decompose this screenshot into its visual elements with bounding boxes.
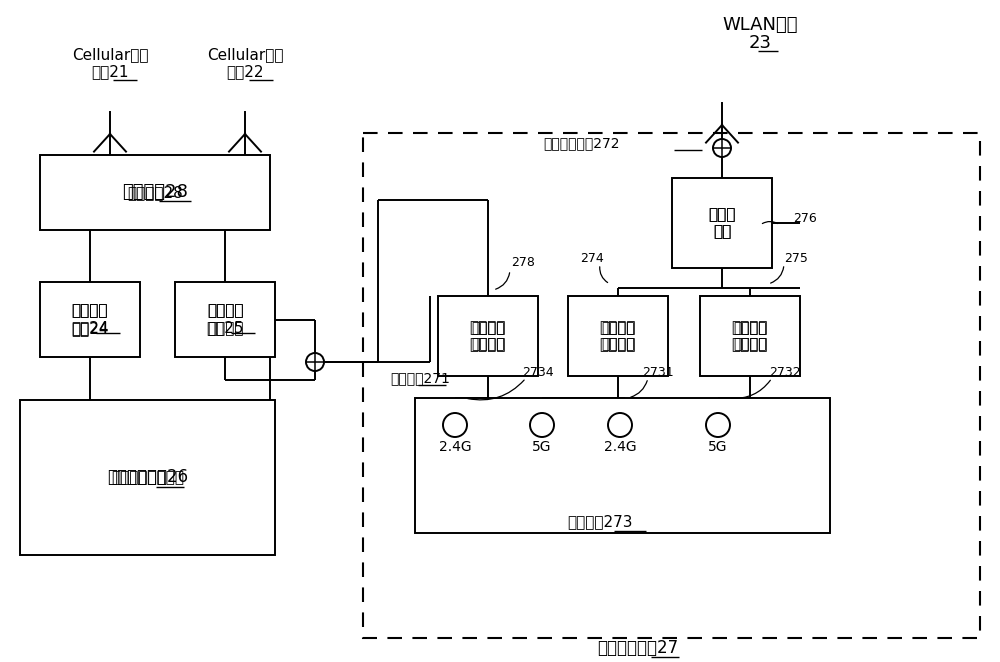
Text: 2.4G: 2.4G <box>439 440 471 454</box>
FancyArrowPatch shape <box>631 381 647 397</box>
Text: 276: 276 <box>793 211 817 224</box>
Text: 第一双
工器: 第一双 工器 <box>708 207 736 239</box>
Text: 天线21: 天线21 <box>91 64 129 79</box>
Bar <box>438 296 538 376</box>
Text: 第一射频
开关24: 第一射频 开关24 <box>71 303 109 336</box>
Bar <box>363 133 980 638</box>
Text: 第一射频
前端模块: 第一射频 前端模块 <box>600 320 636 352</box>
Text: 5G: 5G <box>708 440 728 454</box>
Text: 第二射频
前端模块: 第二射频 前端模块 <box>733 321 767 351</box>
Circle shape <box>306 353 324 371</box>
Text: 2734: 2734 <box>522 365 554 379</box>
Text: 275: 275 <box>784 252 808 265</box>
FancyArrowPatch shape <box>600 267 608 283</box>
Circle shape <box>443 413 467 437</box>
Bar <box>20 400 275 555</box>
Text: 第二射频
开关25: 第二射频 开关25 <box>206 303 244 335</box>
Circle shape <box>530 413 554 437</box>
Bar <box>672 178 772 268</box>
FancyArrowPatch shape <box>771 267 784 283</box>
Text: 射频模块273: 射频模块273 <box>567 514 633 530</box>
FancyArrowPatch shape <box>762 222 778 224</box>
Text: 选通模块28: 选通模块28 <box>127 185 183 200</box>
Text: 第一射频
前端模块: 第一射频 前端模块 <box>601 321 635 351</box>
Text: 第一通信模块２６: 第一通信模块２６ <box>111 470 184 485</box>
Text: 274: 274 <box>580 252 604 265</box>
Bar <box>40 155 270 230</box>
Circle shape <box>713 139 731 157</box>
Bar <box>700 296 800 376</box>
Text: 第二射频
前端模块: 第二射频 前端模块 <box>732 320 768 352</box>
Text: 2731: 2731 <box>642 365 674 379</box>
Bar <box>568 296 668 376</box>
FancyArrowPatch shape <box>496 273 510 289</box>
Bar <box>175 282 275 357</box>
Text: 天线22: 天线22 <box>226 64 264 79</box>
Text: 278: 278 <box>511 256 535 269</box>
Bar <box>40 282 140 357</box>
FancyArrowPatch shape <box>468 380 524 400</box>
Circle shape <box>608 413 632 437</box>
Text: 23: 23 <box>748 34 772 52</box>
Text: 第二射频
开关２５: 第二射频 开关２５ <box>207 303 243 336</box>
Text: 第一射频
开关24: 第一射频 开关24 <box>71 303 109 335</box>
Bar <box>415 398 830 533</box>
Text: 第一双
工器: 第一双 工器 <box>708 207 736 239</box>
Text: 2732: 2732 <box>769 365 801 379</box>
Text: 第四射频
前端模块: 第四射频 前端模块 <box>470 320 506 352</box>
Circle shape <box>706 413 730 437</box>
Text: 第二通信模块27: 第二通信模块27 <box>597 639 679 657</box>
FancyArrowPatch shape <box>731 380 770 399</box>
Text: 2.4G: 2.4G <box>604 440 636 454</box>
Text: 第四射频
前端模块: 第四射频 前端模块 <box>471 321 505 351</box>
Text: Cellular主集: Cellular主集 <box>72 48 148 62</box>
Text: 5G: 5G <box>532 440 552 454</box>
Text: WLAN天线: WLAN天线 <box>722 16 798 34</box>
Text: 第一通信模块26: 第一通信模块26 <box>107 468 189 486</box>
Text: 选通模块28: 选通模块28 <box>122 183 188 201</box>
Text: 复用端口271: 复用端口271 <box>390 371 450 385</box>
Text: Cellular分集: Cellular分集 <box>207 48 283 62</box>
Text: 天线连接端口272: 天线连接端口272 <box>544 136 620 150</box>
